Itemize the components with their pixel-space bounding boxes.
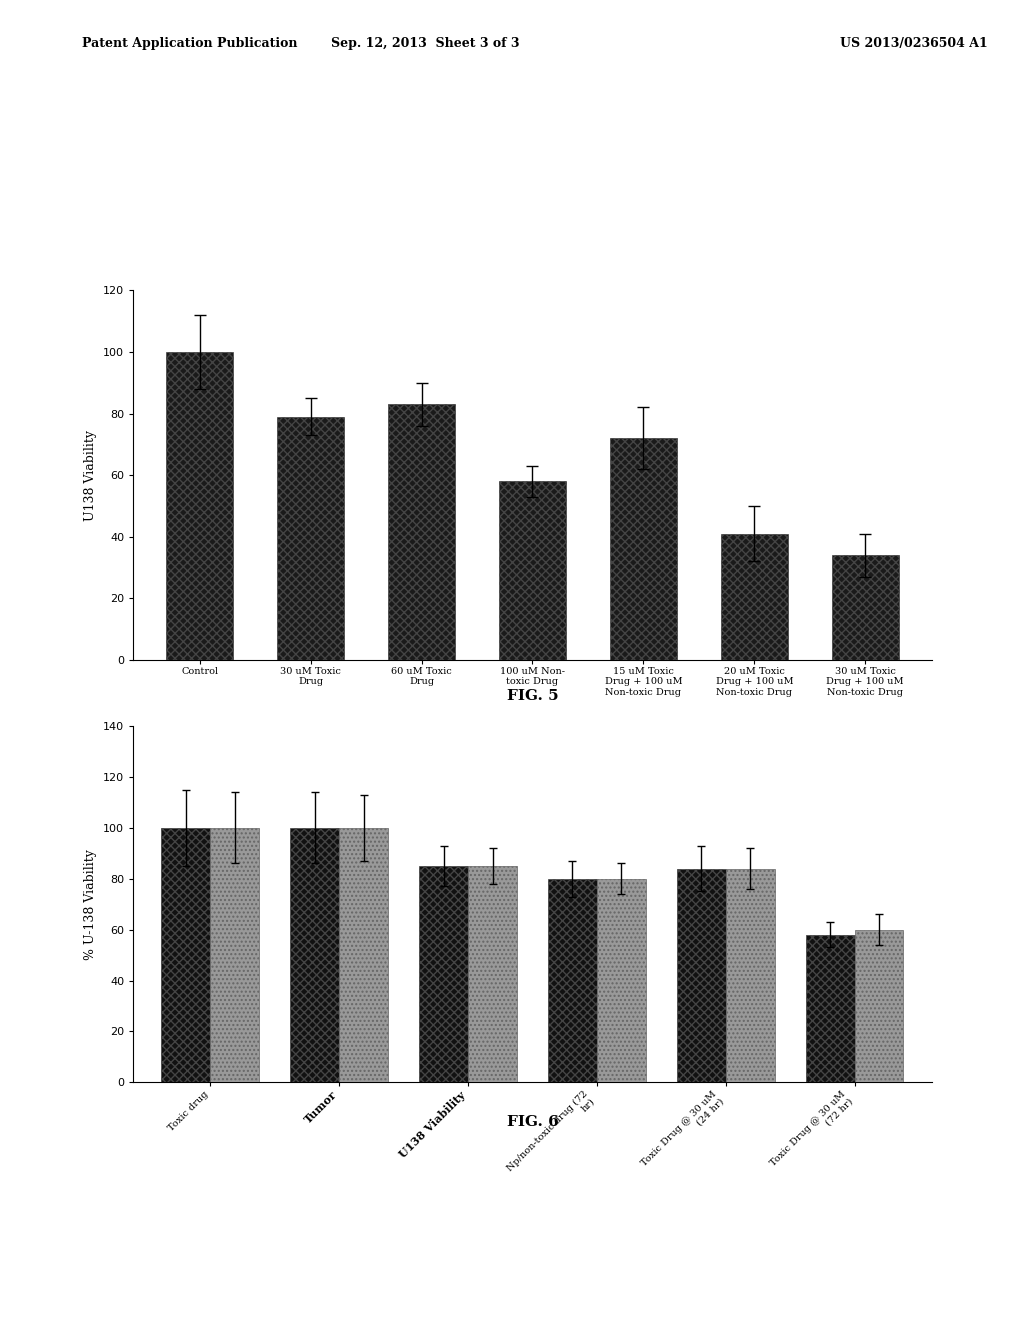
Bar [162, 828, 210, 1082]
Bar [278, 417, 344, 660]
Text: Patent Application Publication: Patent Application Publication [82, 37, 297, 50]
Bar [806, 935, 855, 1082]
Bar [721, 533, 787, 660]
Y-axis label: % U-138 Viability: % U-138 Viability [84, 849, 97, 960]
Text: FIG. 5: FIG. 5 [507, 689, 558, 704]
Bar [210, 828, 259, 1082]
Text: Sep. 12, 2013  Sheet 3 of 3: Sep. 12, 2013 Sheet 3 of 3 [331, 37, 519, 50]
Bar [419, 866, 468, 1082]
Bar [831, 556, 899, 660]
Bar [166, 352, 233, 660]
Bar [855, 929, 903, 1082]
Bar [388, 404, 455, 660]
Bar [500, 482, 566, 660]
Bar [290, 828, 339, 1082]
Bar [597, 879, 646, 1082]
Y-axis label: U138 Viability: U138 Viability [84, 430, 97, 520]
Text: FIG. 6: FIG. 6 [507, 1115, 558, 1130]
Bar [726, 869, 775, 1082]
Bar [610, 438, 677, 660]
Text: US 2013/0236504 A1: US 2013/0236504 A1 [840, 37, 987, 50]
Bar [339, 828, 388, 1082]
Bar [468, 866, 517, 1082]
Bar [677, 869, 726, 1082]
Bar [548, 879, 597, 1082]
